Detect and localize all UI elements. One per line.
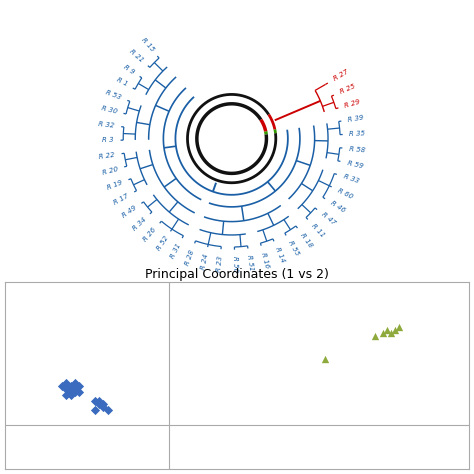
- Text: R 28: R 28: [184, 249, 195, 266]
- Text: R 3: R 3: [102, 137, 114, 144]
- Text: R 31: R 31: [169, 243, 182, 260]
- Point: [383, 326, 391, 334]
- Text: R 21: R 21: [128, 48, 145, 64]
- Point: [71, 388, 78, 396]
- Point: [91, 406, 99, 414]
- Text: R 26: R 26: [143, 227, 158, 243]
- Point: [75, 383, 82, 390]
- Text: R 53: R 53: [105, 90, 122, 101]
- Text: R 19: R 19: [106, 180, 123, 191]
- Text: R 9: R 9: [123, 64, 136, 75]
- Point: [63, 385, 70, 393]
- Text: R 35: R 35: [349, 131, 365, 137]
- Text: R 25: R 25: [339, 83, 356, 95]
- Text: R 15: R 15: [140, 37, 155, 53]
- Point: [95, 400, 103, 408]
- Text: R 39: R 39: [347, 115, 365, 123]
- Text: R 22: R 22: [99, 152, 115, 160]
- Text: R 18: R 18: [299, 232, 313, 248]
- Text: R 24: R 24: [200, 253, 209, 270]
- Point: [67, 383, 74, 390]
- Text: R 50: R 50: [232, 256, 238, 273]
- Text: R 34: R 34: [131, 216, 147, 231]
- Text: R 47: R 47: [320, 211, 337, 227]
- Point: [100, 403, 107, 411]
- Text: R 20: R 20: [101, 166, 118, 175]
- Text: R 11: R 11: [310, 222, 326, 238]
- Text: R 52: R 52: [155, 235, 169, 252]
- Point: [95, 397, 103, 405]
- Text: R 46: R 46: [329, 200, 346, 214]
- Point: [396, 323, 403, 330]
- Title: Principal Coordinates (1 vs 2): Principal Coordinates (1 vs 2): [145, 268, 329, 281]
- Text: R 14: R 14: [273, 246, 285, 264]
- Text: R 29: R 29: [344, 99, 361, 109]
- Text: R 1: R 1: [115, 77, 128, 88]
- Point: [91, 397, 99, 405]
- Point: [75, 388, 82, 396]
- Text: R 51: R 51: [246, 255, 254, 272]
- Point: [379, 329, 387, 337]
- Text: R 60: R 60: [337, 187, 354, 200]
- Point: [371, 332, 379, 339]
- Text: R 59: R 59: [346, 160, 364, 169]
- Point: [321, 356, 329, 363]
- Text: R 23: R 23: [216, 255, 223, 272]
- Point: [100, 400, 107, 408]
- Text: R 32: R 32: [98, 121, 115, 129]
- Text: R 55: R 55: [287, 240, 300, 257]
- Point: [67, 388, 74, 396]
- Point: [63, 391, 70, 399]
- Text: R 33: R 33: [342, 174, 359, 184]
- Text: R 49: R 49: [121, 205, 138, 219]
- Text: R 16: R 16: [260, 251, 270, 268]
- Point: [63, 379, 70, 387]
- Point: [104, 406, 111, 414]
- Point: [58, 383, 66, 390]
- Text: R 27: R 27: [332, 69, 349, 82]
- Text: R 58: R 58: [349, 146, 365, 153]
- Text: R 17: R 17: [113, 192, 130, 206]
- Point: [71, 379, 78, 387]
- Point: [67, 391, 74, 399]
- Point: [387, 329, 395, 337]
- Point: [392, 326, 399, 334]
- Point: [71, 385, 78, 393]
- Text: R 30: R 30: [100, 105, 118, 115]
